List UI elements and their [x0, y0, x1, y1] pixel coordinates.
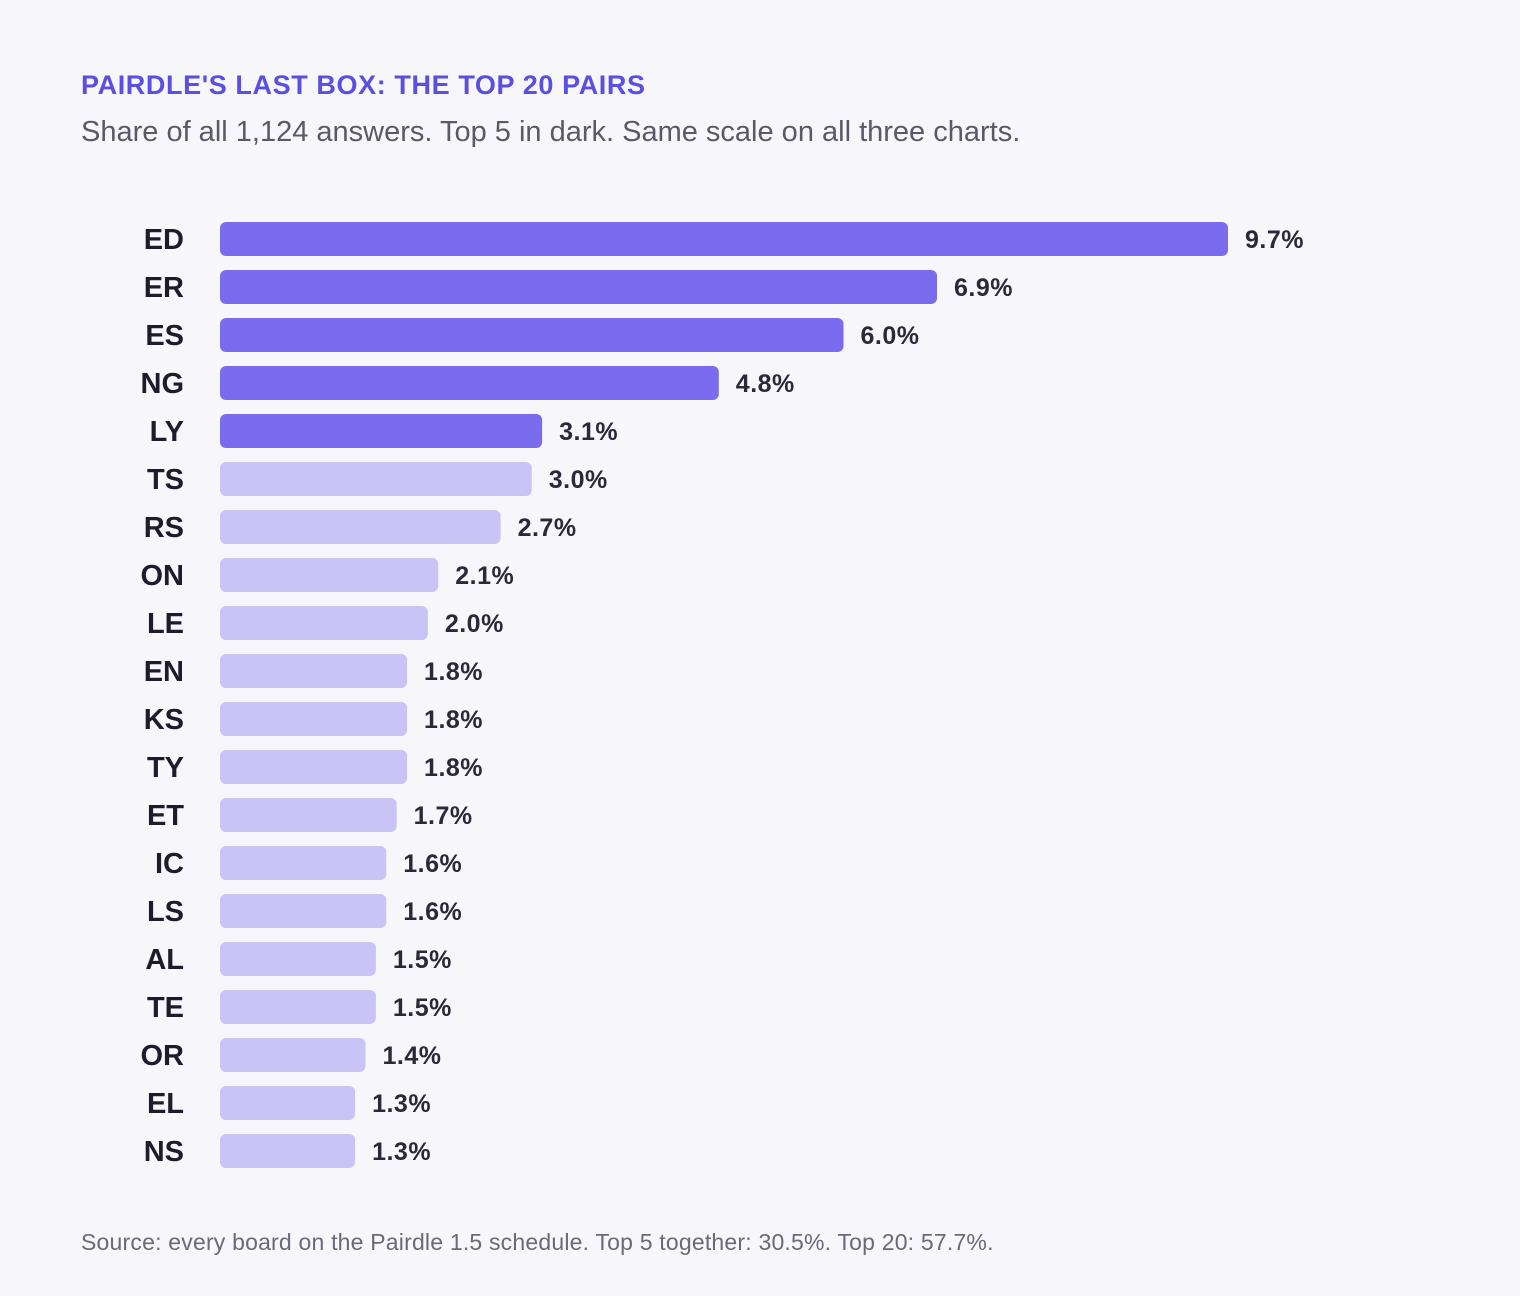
value-label: 6.9% — [954, 274, 1013, 302]
bar — [220, 990, 376, 1024]
bar — [220, 366, 719, 400]
category-label: OR — [141, 1040, 185, 1072]
bar — [220, 270, 938, 304]
category-label: ES — [145, 320, 184, 352]
bar — [220, 750, 408, 784]
category-label: LY — [150, 416, 184, 448]
value-label: 1.8% — [424, 658, 483, 686]
value-label: 1.5% — [393, 994, 452, 1022]
source-note: Source: every board on the Pairdle 1.5 s… — [81, 1229, 994, 1255]
chart-title: PAIRDLE'S LAST BOX: THE TOP 20 PAIRS — [81, 70, 646, 100]
category-label: IC — [155, 848, 184, 880]
category-label: TS — [147, 464, 184, 496]
bar — [220, 942, 376, 976]
value-label: 6.0% — [861, 322, 920, 350]
value-label: 4.8% — [736, 370, 795, 398]
category-label: ON — [141, 560, 185, 592]
chart-subtitle: Share of all 1,124 answers. Top 5 in dar… — [81, 116, 1021, 148]
category-label: ET — [147, 800, 184, 832]
category-label: ER — [144, 272, 184, 304]
bar — [220, 654, 408, 688]
value-label: 1.8% — [424, 706, 483, 734]
bar — [220, 846, 387, 880]
bar — [220, 558, 439, 592]
value-label: 1.3% — [372, 1138, 431, 1166]
category-label: KS — [144, 704, 184, 736]
bar — [220, 1086, 356, 1120]
category-label: ED — [144, 224, 184, 256]
bar — [220, 318, 844, 352]
bar — [220, 222, 1228, 256]
bar — [220, 462, 532, 496]
value-label: 2.7% — [518, 514, 577, 542]
bar — [220, 798, 397, 832]
category-label: NG — [141, 368, 185, 400]
value-label: 1.6% — [403, 898, 462, 926]
value-label: 2.1% — [455, 562, 514, 590]
bar — [220, 1134, 356, 1168]
value-label: 1.3% — [372, 1090, 431, 1118]
category-label: NS — [144, 1136, 184, 1168]
value-label: 1.5% — [393, 946, 452, 974]
bar — [220, 702, 408, 736]
category-label: TE — [147, 992, 184, 1024]
value-label: 2.0% — [445, 610, 504, 638]
value-label: 1.8% — [424, 754, 483, 782]
value-label: 1.4% — [382, 1042, 441, 1070]
category-label: LS — [147, 896, 184, 928]
bar — [220, 606, 428, 640]
value-label: 3.0% — [549, 466, 608, 494]
bar — [220, 894, 387, 928]
value-label: 9.7% — [1245, 226, 1304, 254]
bar — [220, 414, 543, 448]
category-label: TY — [147, 752, 184, 784]
category-label: LE — [147, 608, 184, 640]
value-label: 3.1% — [559, 418, 618, 446]
value-label: 1.7% — [414, 802, 473, 830]
value-label: 1.6% — [403, 850, 462, 878]
bar — [220, 510, 501, 544]
category-label: EN — [144, 656, 184, 688]
category-label: EL — [147, 1088, 184, 1120]
category-label: AL — [145, 944, 184, 976]
bar — [220, 1038, 366, 1072]
category-label: RS — [144, 512, 184, 544]
